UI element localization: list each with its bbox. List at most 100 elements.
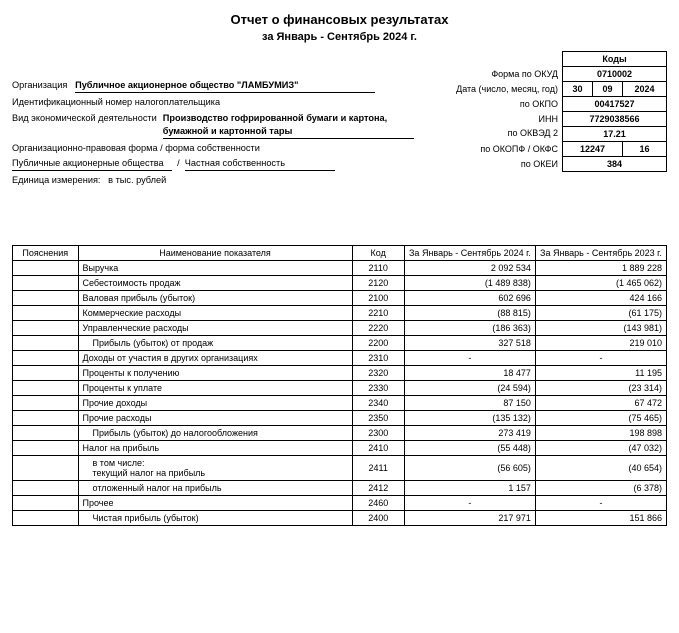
cell-current: (56 605) [404,456,535,481]
th-name: Наименование показателя [78,246,352,261]
cell-code: 2110 [352,261,404,276]
table-row: Валовая прибыль (убыток)2100602 696424 1… [13,291,667,306]
okopf-value2: 16 [623,142,667,157]
cell-name: Валовая прибыль (убыток) [78,291,352,306]
cell-explanation [13,306,79,321]
table-row: Налог на прибыль2410(55 448)(47 032) [13,441,667,456]
cell-prev: 11 195 [535,366,666,381]
cell-prev: (61 175) [535,306,666,321]
cell-code: 2310 [352,351,404,366]
table-row: Проценты к получению232018 47711 195 [13,366,667,381]
okved-label: по ОКВЭД 2 [419,127,563,142]
unit-value: в тыс. рублей [108,175,166,185]
financial-table: Пояснения Наименование показателя Код За… [12,245,667,526]
cell-prev: (40 654) [535,456,666,481]
cell-explanation [13,456,79,481]
th-current: За Январь - Сентябрь 2024 г. [404,246,535,261]
table-row: отложенный налог на прибыль24121 157(6 3… [13,481,667,496]
cell-prev: 1 889 228 [535,261,666,276]
th-code: Код [352,246,404,261]
cell-current: 327 518 [404,336,535,351]
codes-header: Коды [563,52,667,67]
cell-prev: 219 010 [535,336,666,351]
cell-current: 273 419 [404,426,535,441]
info-panel: Организация Публичное акционерное общест… [12,51,414,190]
inn-label: ИНН [419,112,563,127]
cell-explanation [13,441,79,456]
inn-value: 7729038566 [563,112,667,127]
cell-name: Прибыль (убыток) до налогообложения [78,426,352,441]
form-value2: Частная собственность [185,157,335,171]
cell-name: Доходы от участия в других организациях [78,351,352,366]
cell-current: 602 696 [404,291,535,306]
cell-prev: 67 472 [535,396,666,411]
table-row: Коммерческие расходы2210(88 815)(61 175) [13,306,667,321]
table-row: Чистая прибыль (убыток)2400217 971151 86… [13,511,667,526]
cell-explanation [13,496,79,511]
table-row: Выручка21102 092 5341 889 228 [13,261,667,276]
th-explanations: Пояснения [13,246,79,261]
cell-code: 2200 [352,336,404,351]
cell-explanation [13,291,79,306]
okei-label: по ОКЕИ [419,157,563,172]
cell-code: 2412 [352,481,404,496]
date-year: 2024 [623,82,667,97]
cell-code: 2411 [352,456,404,481]
table-row: Прочие доходы234087 15067 472 [13,396,667,411]
cell-prev: (1 465 062) [535,276,666,291]
cell-code: 2300 [352,426,404,441]
cell-prev: (75 465) [535,411,666,426]
cell-prev: (23 314) [535,381,666,396]
cell-explanation [13,336,79,351]
cell-code: 2410 [352,441,404,456]
cell-prev: - [535,496,666,511]
cell-name: Прочие расходы [78,411,352,426]
cell-current: (135 132) [404,411,535,426]
table-row: Прочие расходы2350(135 132)(75 465) [13,411,667,426]
date-label: Дата (число, месяц, год) [419,82,563,97]
cell-explanation [13,411,79,426]
cell-name: Коммерческие расходы [78,306,352,321]
cell-name: отложенный налог на прибыль [78,481,352,496]
cell-code: 2460 [352,496,404,511]
unit-label: Единица измерения: [12,175,100,185]
cell-prev: - [535,351,666,366]
table-row: Прибыль (убыток) от продаж2200327 518219… [13,336,667,351]
cell-current: (186 363) [404,321,535,336]
cell-code: 2220 [352,321,404,336]
date-day: 30 [563,82,593,97]
table-row: Проценты к уплате2330(24 594)(23 314) [13,381,667,396]
cell-name: Чистая прибыль (убыток) [78,511,352,526]
table-row: Прочее2460-- [13,496,667,511]
cell-name: Выручка [78,261,352,276]
okpo-value: 00417527 [563,97,667,112]
table-row: Прибыль (убыток) до налогообложения23002… [13,426,667,441]
okpo-label: по ОКПО [419,97,563,112]
cell-current: - [404,496,535,511]
cell-current: 87 150 [404,396,535,411]
cell-current: - [404,351,535,366]
cell-code: 2330 [352,381,404,396]
cell-explanation [13,481,79,496]
cell-explanation [13,426,79,441]
cell-name: Прочее [78,496,352,511]
cell-prev: 424 166 [535,291,666,306]
codes-panel: Коды Форма по ОКУД 0710002 Дата (число, … [419,51,667,172]
cell-code: 2120 [352,276,404,291]
cell-name: Проценты к уплате [78,381,352,396]
cell-name: Прибыль (убыток) от продаж [78,336,352,351]
form-label: Организационно-правовая форма / форма со… [12,143,260,153]
cell-code: 2320 [352,366,404,381]
cell-explanation [13,321,79,336]
cell-code: 2350 [352,411,404,426]
cell-code: 2400 [352,511,404,526]
cell-current: (1 489 838) [404,276,535,291]
cell-prev: (143 981) [535,321,666,336]
cell-current: 2 092 534 [404,261,535,276]
cell-current: (55 448) [404,441,535,456]
cell-explanation [13,276,79,291]
cell-name: Управленческие расходы [78,321,352,336]
cell-code: 2100 [352,291,404,306]
okopf-value1: 12247 [563,142,623,157]
cell-explanation [13,511,79,526]
